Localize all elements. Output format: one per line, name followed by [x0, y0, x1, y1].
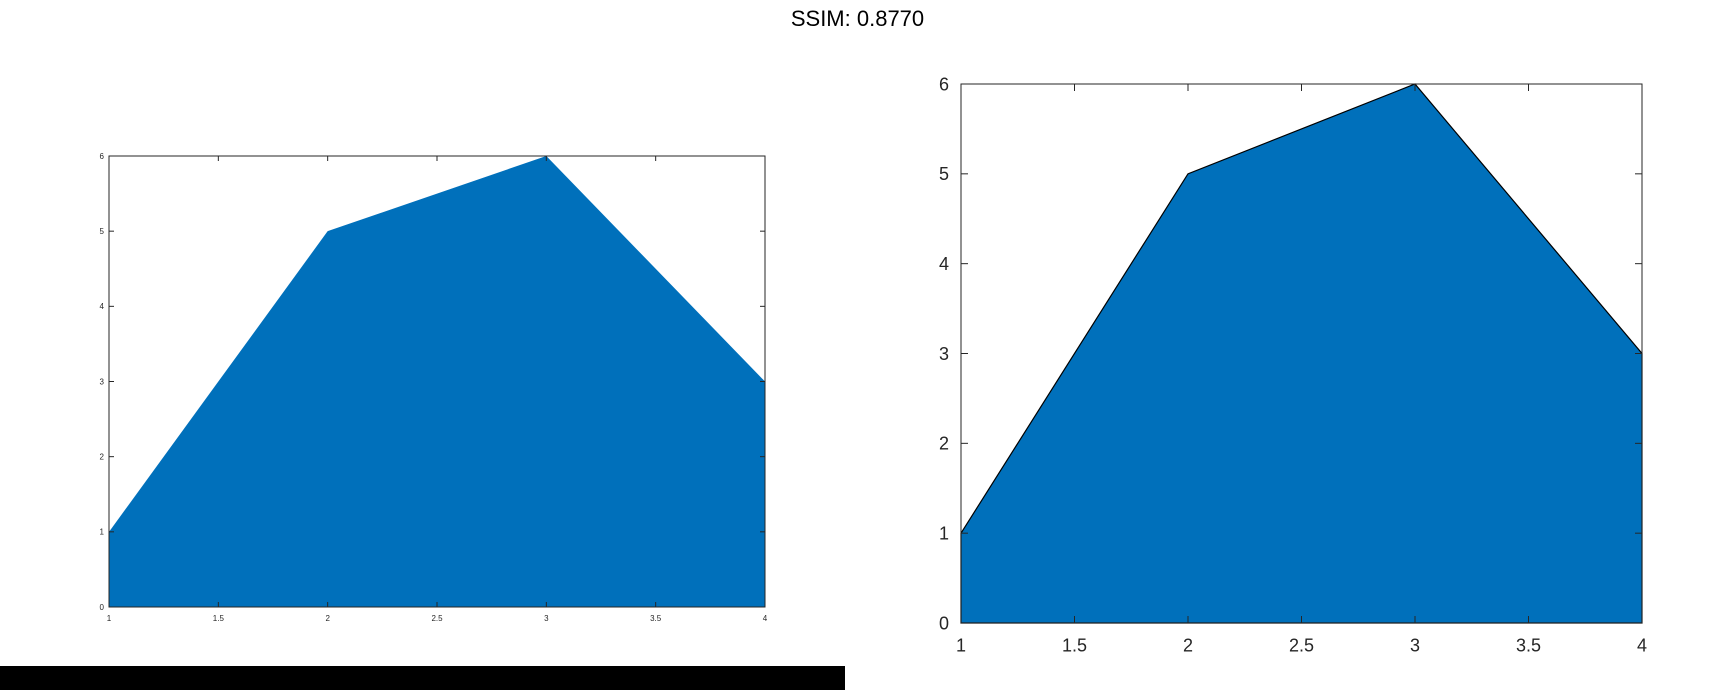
figure-title: SSIM: 0.8770: [790, 6, 925, 31]
x-tick-label: 3: [544, 614, 549, 623]
x-tick-label: 3.5: [1516, 635, 1541, 655]
y-tick-label: 5: [939, 164, 949, 184]
y-tick-label: 1: [100, 528, 105, 537]
y-tick-label: 0: [100, 603, 105, 612]
black-bar: [0, 666, 845, 690]
y-tick-label: 0: [939, 613, 949, 633]
y-tick-label: 4: [100, 302, 105, 311]
y-tick-label: 2: [939, 434, 949, 454]
y-tick-label: 4: [939, 254, 949, 274]
x-tick-label: 2: [325, 614, 330, 623]
x-tick-label: 2.5: [1289, 635, 1314, 655]
y-tick-label: 5: [100, 227, 105, 236]
x-tick-label: 1: [956, 635, 966, 655]
x-tick-label: 1.5: [1062, 635, 1087, 655]
y-tick-label: 6: [939, 74, 949, 94]
x-tick-label: 3.5: [650, 614, 662, 623]
x-tick-label: 2.5: [431, 614, 443, 623]
x-tick-label: 3: [1410, 635, 1420, 655]
y-tick-label: 2: [100, 452, 105, 461]
y-tick-label: 1: [939, 523, 949, 543]
y-tick-label: 3: [939, 344, 949, 364]
x-tick-label: 1: [107, 614, 112, 623]
x-tick-label: 1.5: [213, 614, 225, 623]
x-tick-label: 4: [1637, 635, 1647, 655]
x-tick-label: 4: [763, 614, 768, 623]
y-tick-label: 3: [100, 377, 105, 386]
y-tick-label: 6: [100, 152, 105, 161]
area-fill: [109, 156, 765, 607]
x-tick-label: 2: [1183, 635, 1193, 655]
